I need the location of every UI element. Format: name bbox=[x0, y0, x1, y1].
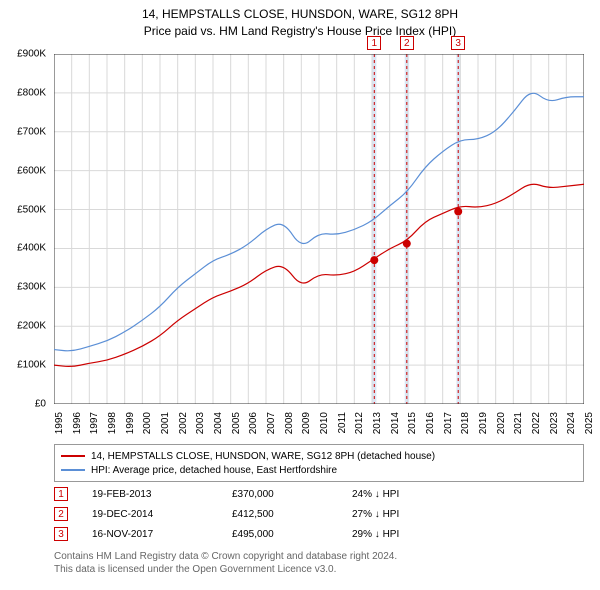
sales-date: 19-DEC-2014 bbox=[92, 509, 232, 520]
sales-date: 19-FEB-2013 bbox=[92, 489, 232, 500]
title-line1: 14, HEMPSTALLS CLOSE, HUNSDON, WARE, SG1… bbox=[0, 6, 600, 23]
x-tick-label: 1998 bbox=[107, 412, 118, 434]
y-tick-label: £400K bbox=[17, 243, 46, 254]
x-tick-label: 2018 bbox=[460, 412, 471, 434]
y-tick-label: £200K bbox=[17, 321, 46, 332]
footer: Contains HM Land Registry data © Crown c… bbox=[54, 550, 584, 576]
x-tick-label: 2004 bbox=[213, 412, 224, 434]
x-axis-labels: 1995 1996 1997 1998 1999 2000 2001 2002 2003 2004… bbox=[54, 408, 584, 448]
y-tick-label: £500K bbox=[17, 204, 46, 215]
x-tick-label: 2024 bbox=[566, 412, 577, 434]
y-tick-label: £0 bbox=[35, 399, 46, 410]
x-tick-label: 2001 bbox=[160, 412, 171, 434]
sales-marker-1: 1 bbox=[54, 487, 68, 501]
chart-container: 14, HEMPSTALLS CLOSE, HUNSDON, WARE, SG1… bbox=[0, 0, 600, 590]
x-tick-label: 1996 bbox=[72, 412, 83, 434]
title-block: 14, HEMPSTALLS CLOSE, HUNSDON, WARE, SG1… bbox=[0, 0, 600, 40]
sales-marker-2: 2 bbox=[54, 507, 68, 521]
y-tick-label: £700K bbox=[17, 126, 46, 137]
legend-swatch-hpi bbox=[61, 469, 85, 471]
x-tick-label: 2022 bbox=[531, 412, 542, 434]
x-tick-label: 2009 bbox=[301, 412, 312, 434]
sales-row: 1 19-FEB-2013£370,00024% ↓ HPI bbox=[54, 484, 584, 504]
sales-price: £370,000 bbox=[232, 489, 352, 500]
y-tick-label: £800K bbox=[17, 87, 46, 98]
x-tick-label: 2002 bbox=[178, 412, 189, 434]
x-tick-label: 2005 bbox=[231, 412, 242, 434]
sales-diff: 27% ↓ HPI bbox=[352, 509, 472, 520]
legend-label-property: 14, HEMPSTALLS CLOSE, HUNSDON, WARE, SG1… bbox=[91, 451, 435, 462]
sales-price: £495,000 bbox=[232, 529, 352, 540]
x-tick-label: 2007 bbox=[266, 412, 277, 434]
x-tick-label: 2008 bbox=[284, 412, 295, 434]
chart-marker-2: 2 bbox=[400, 36, 414, 50]
y-tick-label: £100K bbox=[17, 360, 46, 371]
legend-label-hpi: HPI: Average price, detached house, East… bbox=[91, 465, 337, 476]
x-tick-label: 2020 bbox=[496, 412, 507, 434]
x-tick-label: 2013 bbox=[372, 412, 383, 434]
title-line2: Price paid vs. HM Land Registry's House … bbox=[0, 23, 600, 40]
y-axis-labels: £0£100K£200K£300K£400K£500K£600K£700K£80… bbox=[0, 54, 50, 404]
x-tick-label: 2025 bbox=[584, 412, 595, 434]
x-tick-label: 2012 bbox=[354, 412, 365, 434]
footer-line1: Contains HM Land Registry data © Crown c… bbox=[54, 550, 584, 563]
y-tick-label: £300K bbox=[17, 282, 46, 293]
legend: 14, HEMPSTALLS CLOSE, HUNSDON, WARE, SG1… bbox=[54, 444, 584, 482]
x-tick-label: 2016 bbox=[425, 412, 436, 434]
x-tick-label: 2010 bbox=[319, 412, 330, 434]
x-tick-label: 1999 bbox=[125, 412, 136, 434]
legend-row-property: 14, HEMPSTALLS CLOSE, HUNSDON, WARE, SG1… bbox=[61, 449, 577, 463]
chart-svg bbox=[54, 54, 584, 404]
x-tick-label: 2011 bbox=[337, 412, 348, 434]
sales-table: 1 19-FEB-2013£370,00024% ↓ HPI 2 19-DEC-201… bbox=[54, 484, 584, 544]
x-tick-label: 1997 bbox=[89, 412, 100, 434]
x-tick-label: 2023 bbox=[549, 412, 560, 434]
chart-marker-1: 1 bbox=[367, 36, 381, 50]
x-tick-label: 1995 bbox=[54, 412, 65, 434]
x-tick-label: 2003 bbox=[195, 412, 206, 434]
x-tick-label: 2021 bbox=[513, 412, 524, 434]
x-tick-label: 2006 bbox=[248, 412, 259, 434]
y-tick-label: £600K bbox=[17, 165, 46, 176]
sales-date: 16-NOV-2017 bbox=[92, 529, 232, 540]
chart-area: 123 bbox=[54, 54, 584, 404]
sales-diff: 29% ↓ HPI bbox=[352, 529, 472, 540]
x-tick-label: 2017 bbox=[443, 412, 454, 434]
x-tick-label: 2000 bbox=[142, 412, 153, 434]
footer-line2: This data is licensed under the Open Gov… bbox=[54, 563, 584, 576]
y-tick-label: £900K bbox=[17, 49, 46, 60]
sales-marker-3: 3 bbox=[54, 527, 68, 541]
x-tick-label: 2014 bbox=[390, 412, 401, 434]
sales-diff: 24% ↓ HPI bbox=[352, 489, 472, 500]
sales-row: 2 19-DEC-2014£412,50027% ↓ HPI bbox=[54, 504, 584, 524]
chart-marker-3: 3 bbox=[451, 36, 465, 50]
sales-price: £412,500 bbox=[232, 509, 352, 520]
sales-row: 3 16-NOV-2017£495,00029% ↓ HPI bbox=[54, 524, 584, 544]
legend-swatch-property bbox=[61, 455, 85, 457]
x-tick-label: 2015 bbox=[407, 412, 418, 434]
legend-row-hpi: HPI: Average price, detached house, East… bbox=[61, 463, 577, 477]
x-tick-label: 2019 bbox=[478, 412, 489, 434]
